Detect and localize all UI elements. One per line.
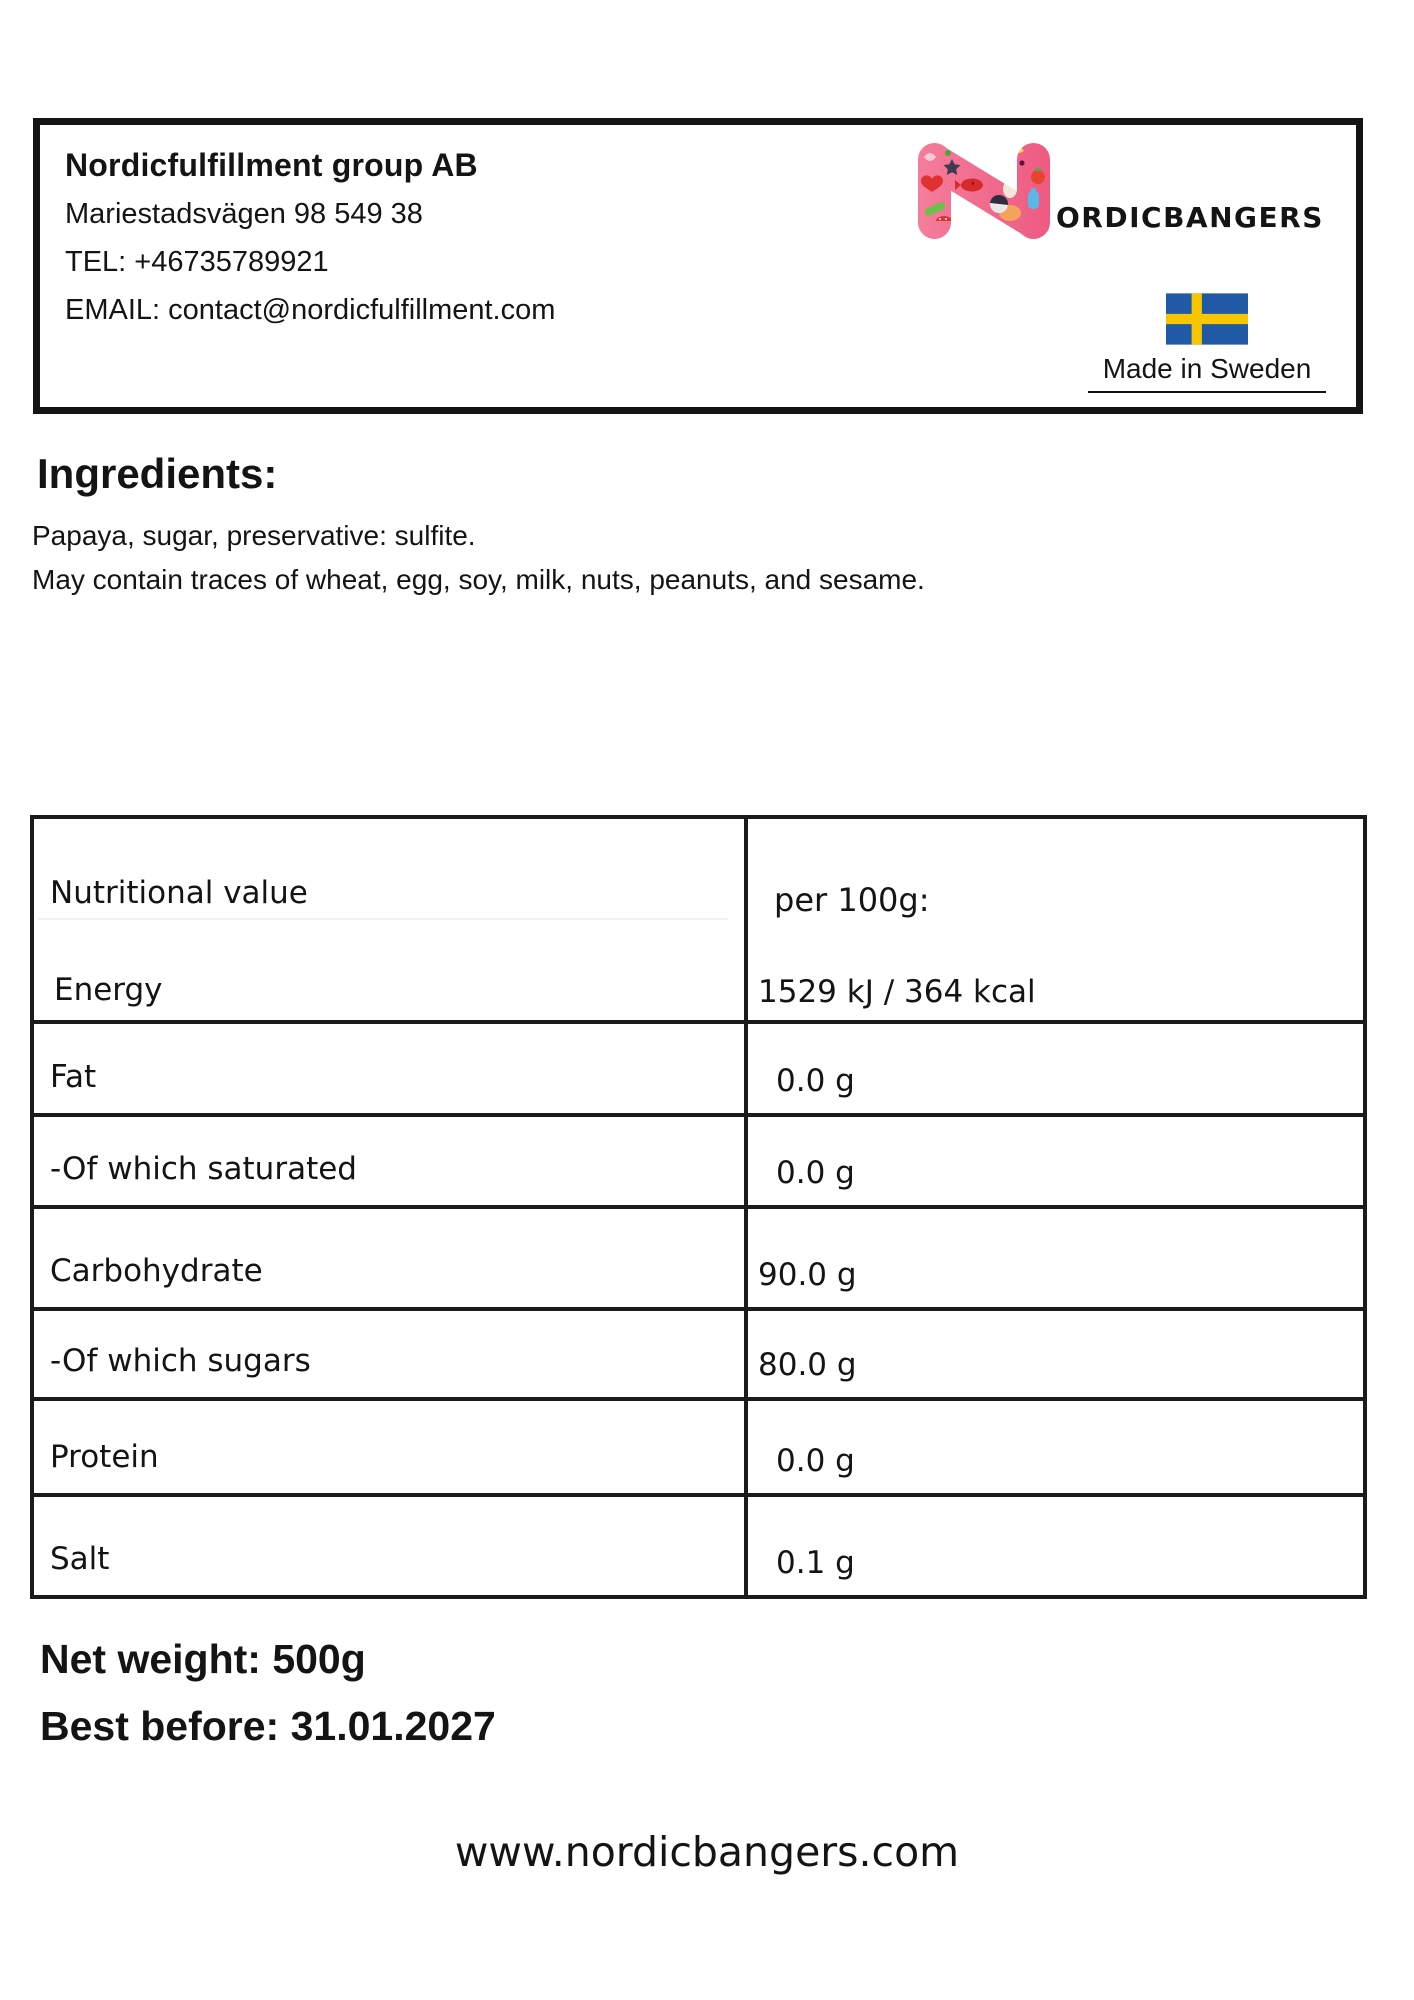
header-separator — [38, 918, 728, 920]
table-row-sugars: -Of which sugars 80.0 g — [34, 1307, 1363, 1397]
brand-wordmark: ORDICBANGERS — [1056, 201, 1324, 234]
row-value-protein: 0.0 g — [748, 1401, 1363, 1493]
company-phone: TEL: +46735789921 — [65, 246, 329, 278]
table-row-fat: Fat 0.0 g — [34, 1020, 1363, 1113]
website-url: www.nordicbangers.com — [454, 1828, 960, 1876]
row-value-text: 90.0 g — [758, 1257, 857, 1293]
ingredients-list: Papaya, sugar, preservative: sulfite. — [32, 520, 476, 551]
header-value-cell: per 100g: 1529 kJ / 364 kcal — [748, 819, 1363, 1020]
made-in-sweden-badge: Made in Sweden — [1088, 293, 1326, 393]
company-name: Nordicfulfillment group AB — [65, 147, 478, 183]
row-value-carbohydrate: 90.0 g — [748, 1209, 1363, 1307]
row-value-fat: 0.0 g — [748, 1024, 1363, 1113]
row-label-text: Fat — [50, 1059, 97, 1095]
nutrition-header-label: Nutritional value — [50, 875, 308, 911]
row-value-text: 0.0 g — [776, 1443, 855, 1479]
made-in-sweden-label: Made in Sweden — [1102, 353, 1312, 384]
row-label-fat: Fat — [34, 1024, 748, 1113]
row-value-text: 80.0 g — [758, 1347, 857, 1383]
row-value-text: 0.1 g — [776, 1545, 855, 1581]
table-row-saturated: -Of which saturated 0.0 g — [34, 1113, 1363, 1205]
row-label-protein: Protein — [34, 1401, 748, 1493]
row-value-saturated: 0.0 g — [748, 1117, 1363, 1205]
row-value-text: 0.0 g — [776, 1063, 855, 1099]
row-label-energy: Energy — [54, 972, 163, 1008]
nutrition-header-value: per 100g: — [774, 881, 930, 919]
company-info-box: Nordicfulfillment group AB Mariestadsväg… — [33, 118, 1363, 414]
row-label-sugars: -Of which sugars — [34, 1311, 748, 1397]
ingredients-title: Ingredients: — [37, 450, 278, 497]
table-row-protein: Protein 0.0 g — [34, 1397, 1363, 1493]
row-label-text: Protein — [50, 1439, 159, 1475]
row-label-text: -Of which saturated — [50, 1151, 357, 1187]
table-row-header-energy: Nutritional value Energy per 100g: 1529 … — [34, 819, 1363, 1020]
row-label-salt: Salt — [34, 1497, 748, 1595]
row-value-salt: 0.1 g — [748, 1497, 1363, 1595]
company-address: Mariestadsvägen 98 549 38 — [65, 198, 423, 230]
table-row-carbohydrate: Carbohydrate 90.0 g — [34, 1205, 1363, 1307]
company-email: EMAIL: contact@nordicfulfillment.com — [65, 294, 556, 326]
row-label-saturated: -Of which saturated — [34, 1117, 748, 1205]
row-label-text: Carbohydrate — [50, 1253, 263, 1289]
row-label-text: -Of which sugars — [50, 1343, 311, 1379]
sweden-flag-icon — [1166, 293, 1248, 345]
row-label-carbohydrate: Carbohydrate — [34, 1209, 748, 1307]
brand-logo: ORDICBANGERS — [918, 141, 1338, 251]
row-value-sugars: 80.0 g — [748, 1311, 1363, 1397]
table-row-salt: Salt 0.1 g — [34, 1493, 1363, 1595]
candy-letter-n-icon — [918, 143, 1050, 239]
row-label-text: Salt — [50, 1541, 110, 1577]
row-value-energy: 1529 kJ / 364 kcal — [758, 974, 1036, 1010]
header-label-cell: Nutritional value Energy — [34, 819, 748, 1020]
row-value-text: 0.0 g — [776, 1155, 855, 1191]
best-before-date: Best before: 31.01.2027 — [40, 1703, 496, 1749]
allergen-notice: May contain traces of wheat, egg, soy, m… — [32, 564, 925, 595]
nutrition-table: Nutritional value Energy per 100g: 1529 … — [30, 815, 1367, 1599]
net-weight: Net weight: 500g — [40, 1636, 366, 1682]
